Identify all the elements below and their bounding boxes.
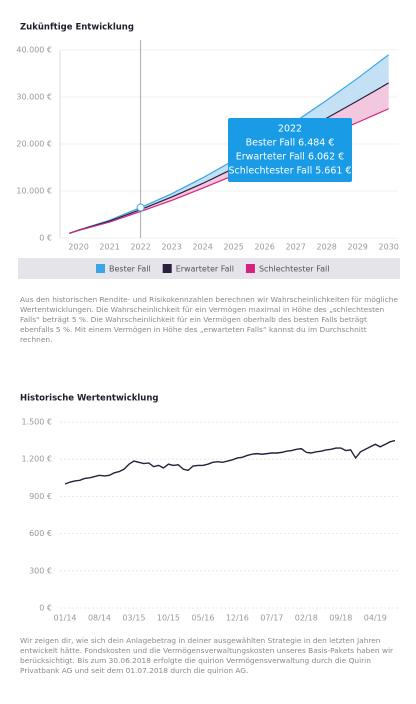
- tooltip-title: 2022: [278, 124, 302, 135]
- y-tick-label: 300 €: [29, 566, 52, 575]
- series-line: [69, 54, 390, 234]
- forecast-note: Aus den historischen Rendite- und Risiko…: [20, 295, 398, 344]
- x-tick-label: 2021: [99, 243, 119, 252]
- x-tick-label: 2030: [379, 243, 399, 252]
- legend-swatch: [245, 264, 255, 273]
- x-tick-label: 10/15: [157, 614, 180, 623]
- y-tick-label: 1.200 €: [21, 455, 52, 464]
- x-tick-label: 03/15: [122, 614, 145, 623]
- legend-bg: [18, 258, 400, 279]
- y-tick-label: 20.000 €: [16, 140, 52, 149]
- legend-label: Schlechtester Fall: [259, 265, 330, 274]
- tooltip-line: Bester Fall 6.484 €: [246, 138, 335, 149]
- x-tick-label: 2026: [254, 243, 274, 252]
- x-tick-label: 12/16: [226, 614, 249, 623]
- x-tick-label: 07/17: [260, 614, 283, 623]
- y-tick-label: 0 €: [39, 604, 52, 613]
- x-tick-label: 2027: [285, 243, 305, 252]
- chart-title: Zukünftige Entwicklung: [20, 23, 134, 33]
- x-tick-label: 05/16: [191, 614, 214, 623]
- y-tick-label: 900 €: [29, 492, 52, 501]
- x-tick-label: 09/18: [329, 614, 352, 623]
- legend-label: Bester Fall: [109, 265, 151, 274]
- x-tick-label: 08/14: [88, 614, 111, 623]
- tooltip-box: [228, 118, 352, 182]
- x-tick-label: 2023: [161, 243, 181, 252]
- tooltip-line: Erwarteter Fall 6.062 €: [236, 152, 344, 163]
- y-tick-label: 0 €: [39, 234, 52, 243]
- x-tick-label: 2022: [130, 243, 150, 252]
- x-tick-label: 2020: [68, 243, 88, 252]
- x-tick-label: 02/18: [295, 614, 318, 623]
- series-line: [69, 82, 389, 234]
- legend-swatch: [96, 264, 105, 273]
- x-tick-label: 2025: [223, 243, 243, 252]
- y-tick-label: 600 €: [29, 529, 52, 538]
- y-tick-label: 1.500 €: [21, 418, 52, 427]
- legend-label: Erwarteter Fall: [176, 265, 234, 274]
- series-line: [64, 439, 396, 485]
- y-tick-label: 40.000 €: [16, 46, 52, 55]
- legend-swatch: [162, 264, 172, 273]
- tooltip-line: Schlechtester Fall 5.661 €: [229, 166, 352, 177]
- x-tick-label: 2028: [316, 243, 336, 252]
- history-note: Wir zeigen dir, wie sich dein Anlagebetr…: [20, 636, 394, 675]
- x-tick-label: 04/19: [364, 614, 387, 623]
- chart-title: Historische Wertentwicklung: [20, 394, 159, 404]
- x-tick-label: 2029: [348, 243, 368, 252]
- x-tick-label: 2024: [192, 243, 212, 252]
- marker-point: [136, 203, 145, 212]
- y-tick-label: 30.000 €: [16, 93, 52, 102]
- y-tick-label: 10.000 €: [16, 187, 52, 196]
- x-tick-label: 01/14: [53, 614, 76, 623]
